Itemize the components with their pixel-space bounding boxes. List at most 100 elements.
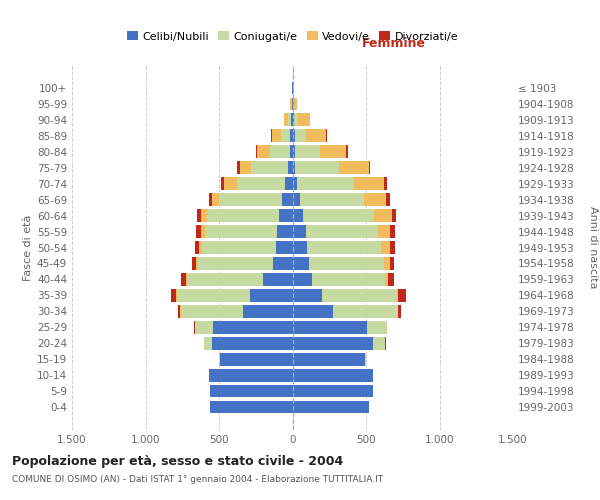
Bar bbox=[293, 114, 310, 126]
Bar bbox=[181, 305, 293, 318]
Bar bbox=[205, 225, 293, 238]
Bar bbox=[224, 178, 293, 190]
Bar bbox=[293, 130, 295, 142]
Bar bbox=[181, 273, 293, 286]
Bar bbox=[196, 257, 293, 270]
Bar bbox=[288, 114, 293, 126]
Bar bbox=[209, 194, 293, 206]
Text: Femmine: Femmine bbox=[362, 38, 426, 51]
Y-axis label: Anni di nascita: Anni di nascita bbox=[589, 206, 599, 289]
Bar bbox=[204, 337, 293, 349]
Bar bbox=[250, 289, 293, 302]
Bar bbox=[293, 241, 382, 254]
Bar bbox=[293, 82, 294, 94]
Bar bbox=[209, 368, 293, 382]
Bar bbox=[239, 162, 293, 174]
Bar bbox=[293, 400, 369, 413]
Bar bbox=[209, 368, 293, 382]
Bar bbox=[293, 337, 385, 349]
Bar bbox=[293, 321, 386, 334]
Bar bbox=[274, 257, 293, 270]
Bar bbox=[293, 225, 379, 238]
Bar bbox=[293, 257, 394, 270]
Bar bbox=[293, 241, 307, 254]
Bar bbox=[293, 194, 300, 206]
Bar bbox=[292, 82, 293, 94]
Bar bbox=[210, 384, 293, 398]
Bar bbox=[293, 384, 373, 398]
Bar bbox=[293, 209, 392, 222]
Bar bbox=[293, 162, 339, 174]
Bar bbox=[293, 337, 373, 349]
Bar bbox=[290, 98, 293, 110]
Bar bbox=[290, 130, 293, 142]
Bar bbox=[293, 146, 346, 158]
Bar bbox=[210, 384, 293, 398]
Bar bbox=[293, 194, 390, 206]
Bar bbox=[293, 162, 370, 174]
Bar bbox=[288, 162, 293, 174]
Bar bbox=[281, 130, 293, 142]
Text: COMUNE DI OSIMO (AN) - Dati ISTAT 1° gennaio 2004 - Elaborazione TUTTITALIA.IT: COMUNE DI OSIMO (AN) - Dati ISTAT 1° gen… bbox=[12, 475, 383, 484]
Bar bbox=[187, 273, 293, 286]
Bar bbox=[279, 209, 293, 222]
Bar bbox=[293, 225, 395, 238]
Bar bbox=[293, 400, 369, 413]
Bar bbox=[293, 368, 373, 382]
Bar bbox=[293, 273, 394, 286]
Bar bbox=[293, 353, 366, 366]
Bar bbox=[293, 241, 390, 254]
Bar bbox=[293, 305, 398, 318]
Bar bbox=[292, 82, 293, 94]
Bar bbox=[292, 82, 293, 94]
Bar bbox=[257, 146, 293, 158]
Bar bbox=[195, 321, 293, 334]
Bar bbox=[212, 337, 293, 349]
Bar bbox=[293, 337, 385, 349]
Bar bbox=[202, 241, 293, 254]
Bar bbox=[251, 162, 293, 174]
Bar bbox=[293, 178, 386, 190]
Bar bbox=[236, 178, 293, 190]
Bar bbox=[272, 130, 293, 142]
Bar bbox=[293, 400, 369, 413]
Bar bbox=[293, 384, 373, 398]
Bar bbox=[210, 384, 293, 398]
Bar bbox=[178, 305, 293, 318]
Bar bbox=[256, 146, 293, 158]
Bar bbox=[293, 368, 373, 382]
Bar bbox=[293, 257, 308, 270]
Bar bbox=[284, 114, 293, 126]
Bar bbox=[293, 162, 295, 174]
Bar bbox=[293, 257, 383, 270]
Bar bbox=[293, 257, 389, 270]
Bar bbox=[292, 98, 293, 110]
Bar bbox=[220, 353, 293, 366]
Bar bbox=[293, 321, 388, 334]
Bar bbox=[293, 146, 347, 158]
Bar bbox=[282, 194, 293, 206]
Bar bbox=[291, 114, 293, 126]
Bar bbox=[197, 209, 293, 222]
Bar bbox=[293, 194, 386, 206]
Bar bbox=[263, 273, 293, 286]
Bar bbox=[196, 225, 293, 238]
Bar bbox=[293, 305, 398, 318]
Bar bbox=[210, 384, 293, 398]
Bar bbox=[186, 273, 293, 286]
Bar bbox=[202, 209, 293, 222]
Bar bbox=[293, 273, 311, 286]
Bar bbox=[212, 194, 293, 206]
Bar bbox=[194, 321, 293, 334]
Bar bbox=[293, 114, 298, 126]
Bar bbox=[292, 82, 293, 94]
Bar bbox=[293, 305, 333, 318]
Bar bbox=[293, 98, 297, 110]
Bar bbox=[293, 82, 294, 94]
Bar bbox=[293, 178, 353, 190]
Bar bbox=[293, 98, 294, 110]
Bar bbox=[219, 194, 293, 206]
Bar bbox=[293, 400, 369, 413]
Bar bbox=[293, 209, 396, 222]
Bar bbox=[293, 130, 326, 142]
